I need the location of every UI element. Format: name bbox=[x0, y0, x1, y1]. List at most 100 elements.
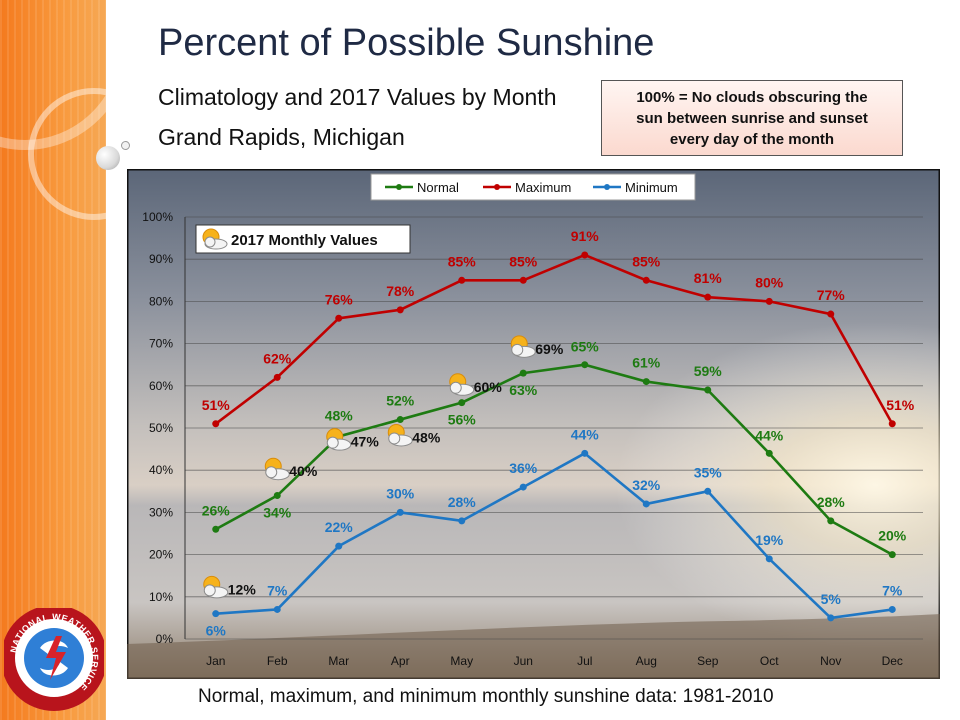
series-line-minimum bbox=[215, 452, 893, 620]
data-point-maximum bbox=[458, 276, 466, 284]
data-label-normal: 56% bbox=[448, 412, 477, 428]
partly-sunny-icon bbox=[449, 373, 475, 396]
data-point-maximum bbox=[827, 310, 835, 318]
logo-lightning-icon bbox=[46, 636, 66, 680]
data-point-minimum bbox=[458, 517, 466, 525]
data-point-normal bbox=[458, 399, 466, 407]
y-tick-label: 0% bbox=[156, 632, 174, 646]
x-tick-label: May bbox=[450, 654, 473, 668]
data-point-normal bbox=[704, 386, 712, 394]
data-label-maximum: 85% bbox=[632, 253, 661, 269]
data-label-maximum: 85% bbox=[448, 253, 477, 269]
partly-sunny-icon bbox=[387, 423, 413, 447]
legend-box bbox=[370, 173, 696, 201]
data-label-minimum: 7% bbox=[267, 582, 288, 598]
annotation-legend-box bbox=[195, 224, 411, 254]
partly-sunny-icon bbox=[510, 335, 536, 358]
data-point-normal bbox=[765, 449, 773, 457]
data-point-minimum bbox=[642, 500, 650, 508]
data-label-minimum: 5% bbox=[821, 591, 842, 607]
data-label-normal: 20% bbox=[878, 528, 907, 544]
data-point-maximum bbox=[765, 297, 773, 305]
data-label-maximum: 91% bbox=[571, 228, 600, 244]
data-point-minimum bbox=[212, 610, 220, 618]
data-point-minimum bbox=[519, 483, 527, 491]
data-label-normal: 28% bbox=[817, 494, 846, 510]
data-label-minimum: 44% bbox=[571, 426, 600, 442]
data-point-minimum bbox=[765, 555, 773, 563]
data-label-normal: 44% bbox=[755, 427, 784, 443]
y-axis-ticks: 0% 10% 20% 30% 40% 50% 60% 70% 80% 90% 100% bbox=[142, 210, 173, 646]
sidebar-decoration bbox=[0, 0, 106, 720]
legend-marker-maximum bbox=[494, 184, 500, 190]
data-label-normal: 26% bbox=[202, 502, 231, 518]
data-label-minimum: 30% bbox=[386, 485, 415, 501]
data-point-normal bbox=[827, 517, 835, 525]
chart-legend: Normal Maximum Minimum bbox=[370, 173, 696, 201]
data-point-maximum bbox=[212, 420, 220, 428]
data-point-minimum bbox=[704, 487, 712, 495]
y-tick-label: 40% bbox=[149, 463, 173, 477]
y-tick-label: 50% bbox=[149, 421, 173, 435]
data-point-maximum bbox=[888, 420, 896, 428]
data-label-minimum: 36% bbox=[509, 460, 538, 476]
sunshine-chart: 0% 10% 20% 30% 40% 50% 60% 70% 80% 90% 100% Jan Feb… bbox=[125, 167, 942, 681]
page-subtitle: Climatology and 2017 Values by Month bbox=[158, 84, 557, 110]
logo-red-band bbox=[4, 608, 104, 711]
data-label-minimum: 22% bbox=[325, 519, 354, 535]
annotation-legend: 2017 Monthly Values bbox=[195, 224, 411, 254]
x-tick-label: Sep bbox=[697, 654, 719, 668]
data-label-minimum: 28% bbox=[448, 494, 477, 510]
logo-swirl-icon bbox=[40, 640, 68, 654]
data-label-normal: 59% bbox=[694, 363, 723, 379]
note-line-1: 100% = No clouds obscuring the bbox=[636, 89, 868, 106]
data-label-maximum: 85% bbox=[509, 253, 538, 269]
chart-svg: 0% 10% 20% 30% 40% 50% 60% 70% 80% 90% 100% Jan Feb… bbox=[125, 167, 942, 681]
data-label-maximum: 76% bbox=[325, 291, 354, 307]
data-label-maximum: 51% bbox=[886, 397, 915, 413]
data-label-minimum: 7% bbox=[882, 582, 903, 598]
data-point-maximum bbox=[704, 293, 712, 301]
data-label-normal: 63% bbox=[509, 382, 538, 398]
annotation-value-label: 69% bbox=[535, 341, 564, 357]
data-point-minimum bbox=[273, 605, 281, 613]
data-point-maximum bbox=[581, 251, 589, 259]
x-tick-label: Apr bbox=[391, 654, 410, 668]
location-label: Grand Rapids, Michigan bbox=[158, 124, 405, 150]
data-label-minimum: 6% bbox=[206, 623, 227, 639]
data-label-normal: 65% bbox=[571, 339, 600, 355]
data-point-normal bbox=[273, 492, 281, 500]
data-point-normal bbox=[212, 525, 220, 533]
data-label-minimum: 32% bbox=[632, 477, 661, 493]
y-tick-label: 90% bbox=[149, 252, 173, 266]
x-tick-label: Dec bbox=[882, 654, 903, 668]
chart-shoreline bbox=[127, 614, 940, 679]
data-point-maximum bbox=[335, 314, 343, 322]
data-point-normal bbox=[519, 369, 527, 377]
note-line-3: every day of the month bbox=[669, 131, 835, 148]
logo-swirl-icon-2 bbox=[40, 662, 68, 676]
y-tick-label: 20% bbox=[149, 548, 173, 562]
chart-grid bbox=[184, 216, 923, 640]
data-point-minimum bbox=[396, 508, 404, 516]
series-line-maximum bbox=[214, 253, 894, 425]
data-label-normal: 61% bbox=[632, 355, 661, 371]
legend-label-minimum: Minimum bbox=[625, 180, 678, 195]
data-label-maximum: 77% bbox=[817, 287, 846, 303]
annotation-value-label: 12% bbox=[228, 581, 257, 597]
data-point-normal bbox=[642, 378, 650, 386]
data-label-normal: 34% bbox=[263, 505, 292, 521]
annotation-value-label: 48% bbox=[412, 429, 441, 445]
chart-annotations: 12% 40% 47% 48% 60% 69% bbox=[203, 335, 564, 599]
legend-label-normal: Normal bbox=[417, 180, 459, 195]
data-point-normal bbox=[888, 551, 896, 559]
data-label-maximum: 51% bbox=[202, 397, 231, 413]
x-tick-label: Mar bbox=[328, 654, 349, 668]
y-tick-label: 80% bbox=[149, 294, 173, 308]
annotation-value-label: 47% bbox=[351, 434, 380, 450]
y-tick-label: 10% bbox=[149, 590, 173, 604]
y-tick-label: 70% bbox=[149, 337, 173, 351]
data-label-maximum: 80% bbox=[755, 274, 784, 290]
data-point-maximum bbox=[396, 306, 404, 314]
decorative-dot bbox=[96, 146, 120, 170]
